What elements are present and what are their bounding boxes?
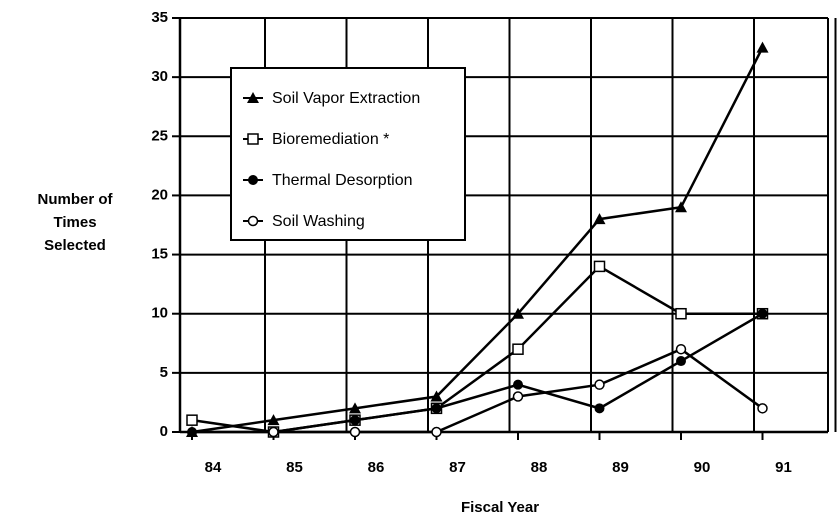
marker (675, 307, 687, 320)
series-line (191, 47, 764, 434)
marker (513, 379, 523, 390)
marker (349, 402, 361, 414)
marker (267, 414, 280, 426)
series-line (192, 312, 764, 434)
x-tick-label: 86 (368, 459, 385, 476)
marker (247, 92, 259, 103)
x-tick-label: 89 (612, 459, 629, 476)
x-tick-label: 91 (775, 459, 792, 476)
marker (186, 414, 198, 426)
x-tick-label: 90 (694, 459, 711, 476)
marker (248, 175, 258, 185)
x-tick-label: 87 (449, 459, 466, 476)
y-axis-label: Selected (44, 237, 106, 254)
x-tick-label: 85 (286, 459, 303, 476)
legend-label: Bioremediation * (272, 131, 389, 148)
marker (594, 403, 605, 414)
marker (593, 260, 606, 273)
marker (757, 403, 768, 414)
y-tick-label: 5 (160, 364, 168, 381)
y-tick-label: 20 (151, 186, 168, 203)
marker (512, 307, 524, 319)
marker (349, 426, 361, 438)
legend-label: Soil Washing (272, 213, 365, 230)
marker (431, 403, 442, 414)
legend: Soil Vapor Extraction Bioremediation * The… (230, 67, 466, 241)
y-tick-label: 0 (160, 423, 168, 440)
marker (675, 343, 687, 355)
x-tick-label: 84 (205, 459, 222, 476)
marker (431, 426, 442, 438)
marker (594, 379, 605, 390)
marker (430, 390, 443, 402)
y-tick-label: 30 (151, 68, 168, 85)
y-tick-label: 15 (151, 246, 168, 263)
marker (350, 415, 360, 426)
y-tick-label: 35 (151, 9, 168, 26)
marker (675, 201, 687, 213)
legend-box (230, 67, 466, 241)
x-tick-label: 88 (531, 459, 548, 476)
marker (512, 391, 524, 402)
x-axis-label: Fiscal Year (461, 499, 539, 516)
legend-label: Soil Vapor Extraction (272, 90, 420, 107)
y-axis-label: Times (53, 214, 96, 231)
marker (593, 213, 606, 225)
marker (247, 215, 259, 227)
legend-label: Thermal Desorption (272, 172, 413, 189)
y-tick-label: 10 (151, 305, 168, 322)
marker (187, 427, 197, 437)
marker (512, 343, 524, 355)
marker (247, 133, 259, 145)
marker (757, 308, 768, 319)
marker (756, 41, 769, 53)
marker (676, 356, 686, 367)
y-tick-label: 25 (151, 127, 168, 144)
marker (268, 426, 279, 438)
y-axis-label: Number of (38, 191, 114, 208)
